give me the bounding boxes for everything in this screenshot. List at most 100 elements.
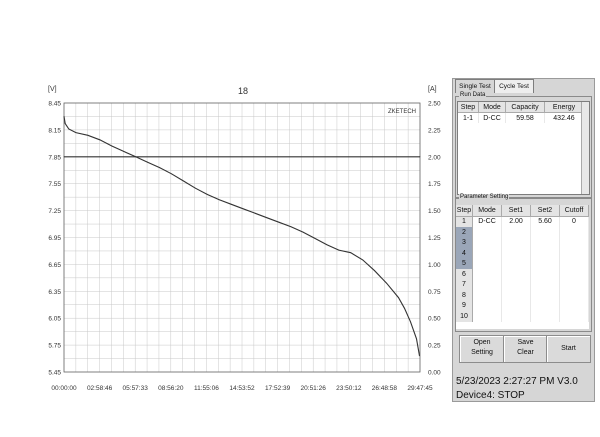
column-header[interactable]: Cutoff <box>559 205 589 217</box>
table-cell[interactable] <box>501 300 531 311</box>
table-cell[interactable] <box>501 258 531 269</box>
table-cell[interactable] <box>559 258 589 269</box>
y-right-tick-label: 1.75 <box>428 181 441 188</box>
table-cell[interactable] <box>501 227 531 238</box>
table-cell[interactable] <box>472 279 502 290</box>
step-cell[interactable]: 7 <box>456 279 473 290</box>
parameter-row[interactable]: 2 <box>456 227 589 238</box>
step-cell[interactable]: 6 <box>456 269 473 280</box>
table-cell[interactable] <box>472 311 502 322</box>
table-cell[interactable] <box>472 300 502 311</box>
column-header[interactable]: Step <box>458 102 479 113</box>
run-data-table[interactable]: Step Mode Capacity Energy 1-1 D-CC 59.58 432.46 <box>457 101 590 195</box>
table-cell[interactable] <box>530 279 560 290</box>
device-status: Device4: STOP <box>456 390 525 401</box>
step-cell[interactable]: 8 <box>456 290 473 301</box>
table-cell[interactable]: 2.00 <box>501 216 531 227</box>
parameter-row[interactable]: 1 D-CC 2.00 5.60 0 <box>456 216 589 227</box>
run-data-scrollbar[interactable] <box>581 102 589 194</box>
parameter-row[interactable]: 9 <box>456 300 589 311</box>
table-cell[interactable] <box>501 237 531 248</box>
step-cell[interactable]: 4 <box>456 248 473 259</box>
parameter-table[interactable]: Step Mode Set1 Set2 Cutoff 1 D-CC 2.00 5.60 0 2 3 4 5… <box>456 205 589 329</box>
step-cell[interactable]: 9 <box>456 300 473 311</box>
column-header[interactable]: Mode <box>472 205 502 217</box>
parameter-row[interactable]: 4 <box>456 248 589 259</box>
column-header[interactable]: Set1 <box>501 205 531 217</box>
table-cell[interactable] <box>472 269 502 280</box>
column-header[interactable]: Energy <box>544 102 584 113</box>
table-cell[interactable]: 0 <box>559 216 589 227</box>
parameter-grid: Step Mode Set1 Set2 Cutoff 1 D-CC 2.00 5.60 0 2 3 4 5… <box>456 205 589 322</box>
step-cell[interactable]: 1-1 <box>458 112 479 123</box>
table-cell[interactable] <box>472 237 502 248</box>
table-cell[interactable] <box>472 290 502 301</box>
run-data-row[interactable]: 1-1 D-CC 59.58 432.46 <box>458 112 584 123</box>
step-cell[interactable]: 1 <box>456 216 473 227</box>
save-clear-button[interactable]: Save Clear <box>503 335 548 363</box>
y-left-tick-label: 7.25 <box>48 208 61 215</box>
table-cell[interactable] <box>501 311 531 322</box>
table-cell[interactable] <box>530 269 560 280</box>
table-cell[interactable]: 432.46 <box>544 112 584 123</box>
table-cell[interactable]: 59.58 <box>505 112 545 123</box>
table-cell[interactable] <box>530 300 560 311</box>
column-header[interactable]: Step <box>456 205 473 217</box>
table-cell[interactable] <box>530 290 560 301</box>
x-tick-label: 23:50:12 <box>336 385 362 392</box>
step-cell[interactable]: 3 <box>456 237 473 248</box>
parameter-row[interactable]: 3 <box>456 237 589 248</box>
parameter-row[interactable]: 10 <box>456 311 589 322</box>
table-cell[interactable] <box>530 237 560 248</box>
x-tick-label: 29:47:45 <box>407 385 433 392</box>
table-cell[interactable] <box>559 300 589 311</box>
y-left-tick-label: 5.75 <box>48 343 61 350</box>
step-cell[interactable]: 5 <box>456 258 473 269</box>
table-cell[interactable] <box>559 290 589 301</box>
table-cell[interactable] <box>501 269 531 280</box>
table-cell[interactable] <box>501 248 531 259</box>
x-tick-label: 17:52:39 <box>265 385 291 392</box>
table-cell[interactable] <box>559 248 589 259</box>
table-cell[interactable] <box>501 279 531 290</box>
table-cell[interactable] <box>530 311 560 322</box>
column-header[interactable]: Mode <box>478 102 506 113</box>
tab-single-test[interactable]: Single Test <box>455 79 495 93</box>
table-cell[interactable] <box>559 227 589 238</box>
y-right-tick-label: 2.00 <box>428 154 441 161</box>
x-tick-label: 08:56:20 <box>158 385 184 392</box>
table-cell[interactable]: D-CC <box>472 216 502 227</box>
column-header[interactable]: Set2 <box>530 205 560 217</box>
start-button[interactable]: Start <box>546 335 591 363</box>
tab-cycle-test[interactable]: Cycle Test <box>494 79 534 93</box>
parameter-row[interactable]: 5 <box>456 258 589 269</box>
table-cell[interactable] <box>530 227 560 238</box>
parameter-row[interactable]: 7 <box>456 279 589 290</box>
current-point <box>419 156 421 158</box>
parameter-row[interactable]: 6 <box>456 269 589 280</box>
voltage-point <box>183 180 184 182</box>
current-point <box>63 156 65 158</box>
table-cell[interactable] <box>530 248 560 259</box>
table-cell[interactable] <box>472 258 502 269</box>
table-cell[interactable] <box>472 248 502 259</box>
table-cell[interactable] <box>472 227 502 238</box>
table-cell[interactable] <box>559 269 589 280</box>
table-cell[interactable] <box>559 279 589 290</box>
voltage-point <box>350 252 352 254</box>
column-header[interactable]: Capacity <box>505 102 545 113</box>
open-setting-button[interactable]: Open Setting <box>459 335 505 363</box>
table-cell[interactable] <box>530 258 560 269</box>
table-cell[interactable] <box>501 290 531 301</box>
voltage-point <box>362 259 364 261</box>
parameter-row[interactable]: 8 <box>456 290 589 301</box>
y-right-tick-label: 0.50 <box>428 316 441 323</box>
table-cell[interactable] <box>559 237 589 248</box>
table-cell[interactable]: D-CC <box>478 112 506 123</box>
table-cell[interactable]: 5.60 <box>530 216 560 227</box>
step-cell[interactable]: 2 <box>456 227 473 238</box>
step-cell[interactable]: 10 <box>456 311 473 322</box>
series-layer <box>63 116 421 357</box>
table-cell[interactable] <box>559 311 589 322</box>
y-right-tick-label: 1.00 <box>428 262 441 269</box>
